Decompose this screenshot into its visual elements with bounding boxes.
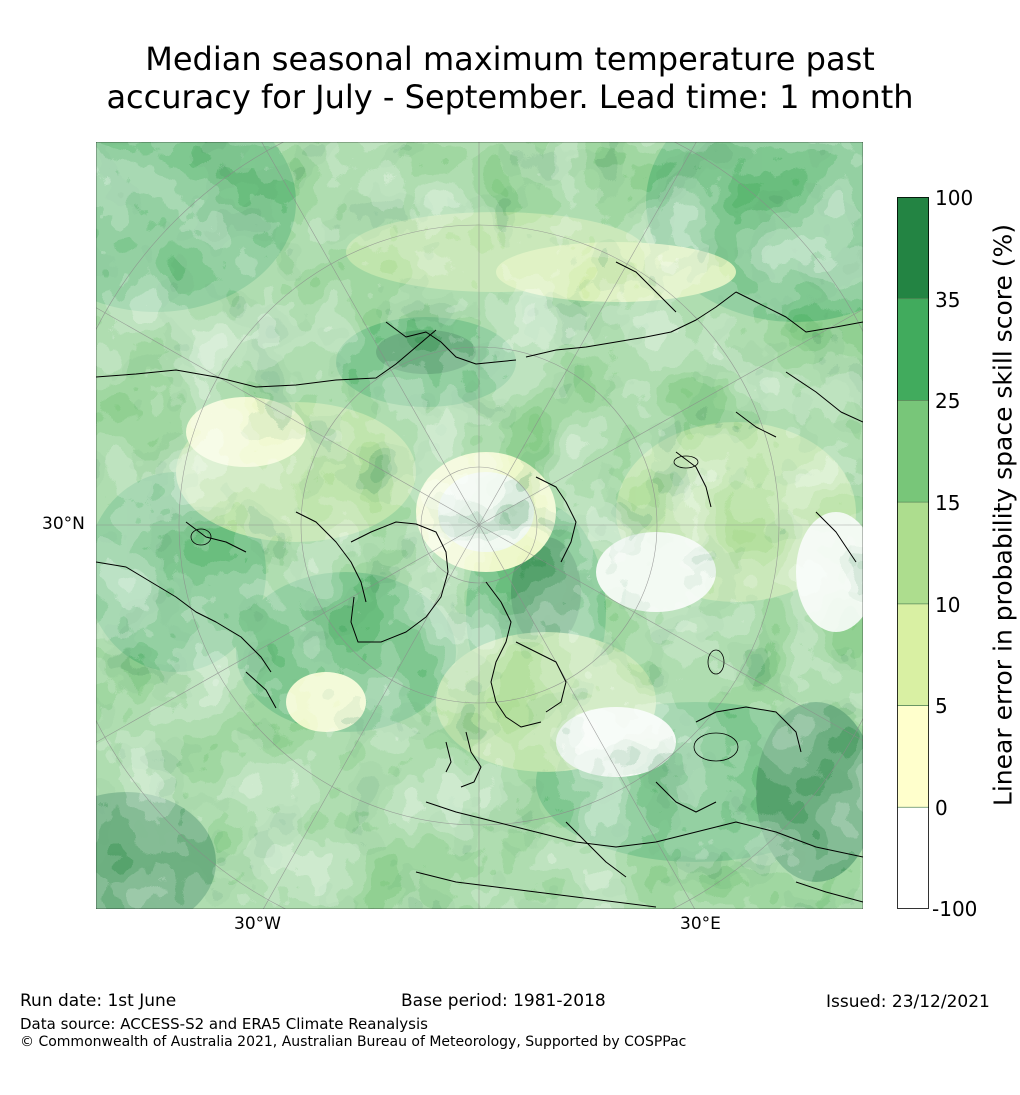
title-line-2: accuracy for July - September. Lead time… <box>106 78 914 116</box>
issued-date: Issued: 23/12/2021 <box>826 992 990 1012</box>
colorbar-tick-35: 35 <box>935 288 961 312</box>
colorbar-bin-35-to-100 <box>897 197 929 299</box>
chart-title: Median seasonal maximum temperature past… <box>0 40 1020 116</box>
colorbar-tick-10: 10 <box>935 593 961 617</box>
data-source: Data source: ACCESS-S2 and ERA5 Climate … <box>20 1015 428 1033</box>
colorbar-bin-minus-100-to-0 <box>897 807 929 909</box>
longitude-label-30e: 30°E <box>680 914 721 934</box>
longitude-label-30w: 30°W <box>234 914 281 934</box>
colorbar <box>897 197 929 909</box>
copyright: © Commonwealth of Australia 2021, Austra… <box>20 1034 687 1050</box>
colorbar-bin-5-to-10 <box>897 603 929 706</box>
colorbar-bin-10-to-15 <box>897 502 929 604</box>
latitude-label-30n: 30°N <box>42 514 85 534</box>
lakes <box>190 455 739 762</box>
colorbar-tick-15: 15 <box>935 491 961 515</box>
colorbar-bin-25-to-35 <box>897 298 929 401</box>
coastlines <box>96 261 863 908</box>
colorbar-frame <box>897 197 929 909</box>
colorbar-label: Linear error in probability space skill … <box>988 223 1018 807</box>
run-date: Run date: 1st June <box>20 991 177 1011</box>
colorbar-tick-25: 25 <box>935 389 961 413</box>
colorbar-tick-5: 5 <box>935 694 948 718</box>
colorbar-bin-15-to-25 <box>897 400 929 503</box>
colorbar-tick-0: 0 <box>935 796 948 820</box>
base-period: Base period: 1981-2018 <box>401 991 606 1011</box>
title-line-1: Median seasonal maximum temperature past <box>145 40 875 78</box>
colorbar-tick-100: 100 <box>935 186 974 210</box>
colorbar-tick-minus-100: -100 <box>932 897 978 921</box>
graticule <box>96 142 863 909</box>
colorbar-bin-0-to-5 <box>897 705 929 808</box>
skill-score-map <box>96 142 863 909</box>
